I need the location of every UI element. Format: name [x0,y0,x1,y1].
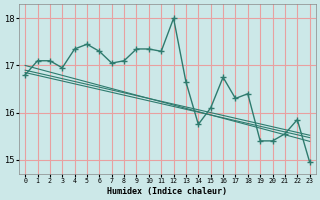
X-axis label: Humidex (Indice chaleur): Humidex (Indice chaleur) [108,187,228,196]
